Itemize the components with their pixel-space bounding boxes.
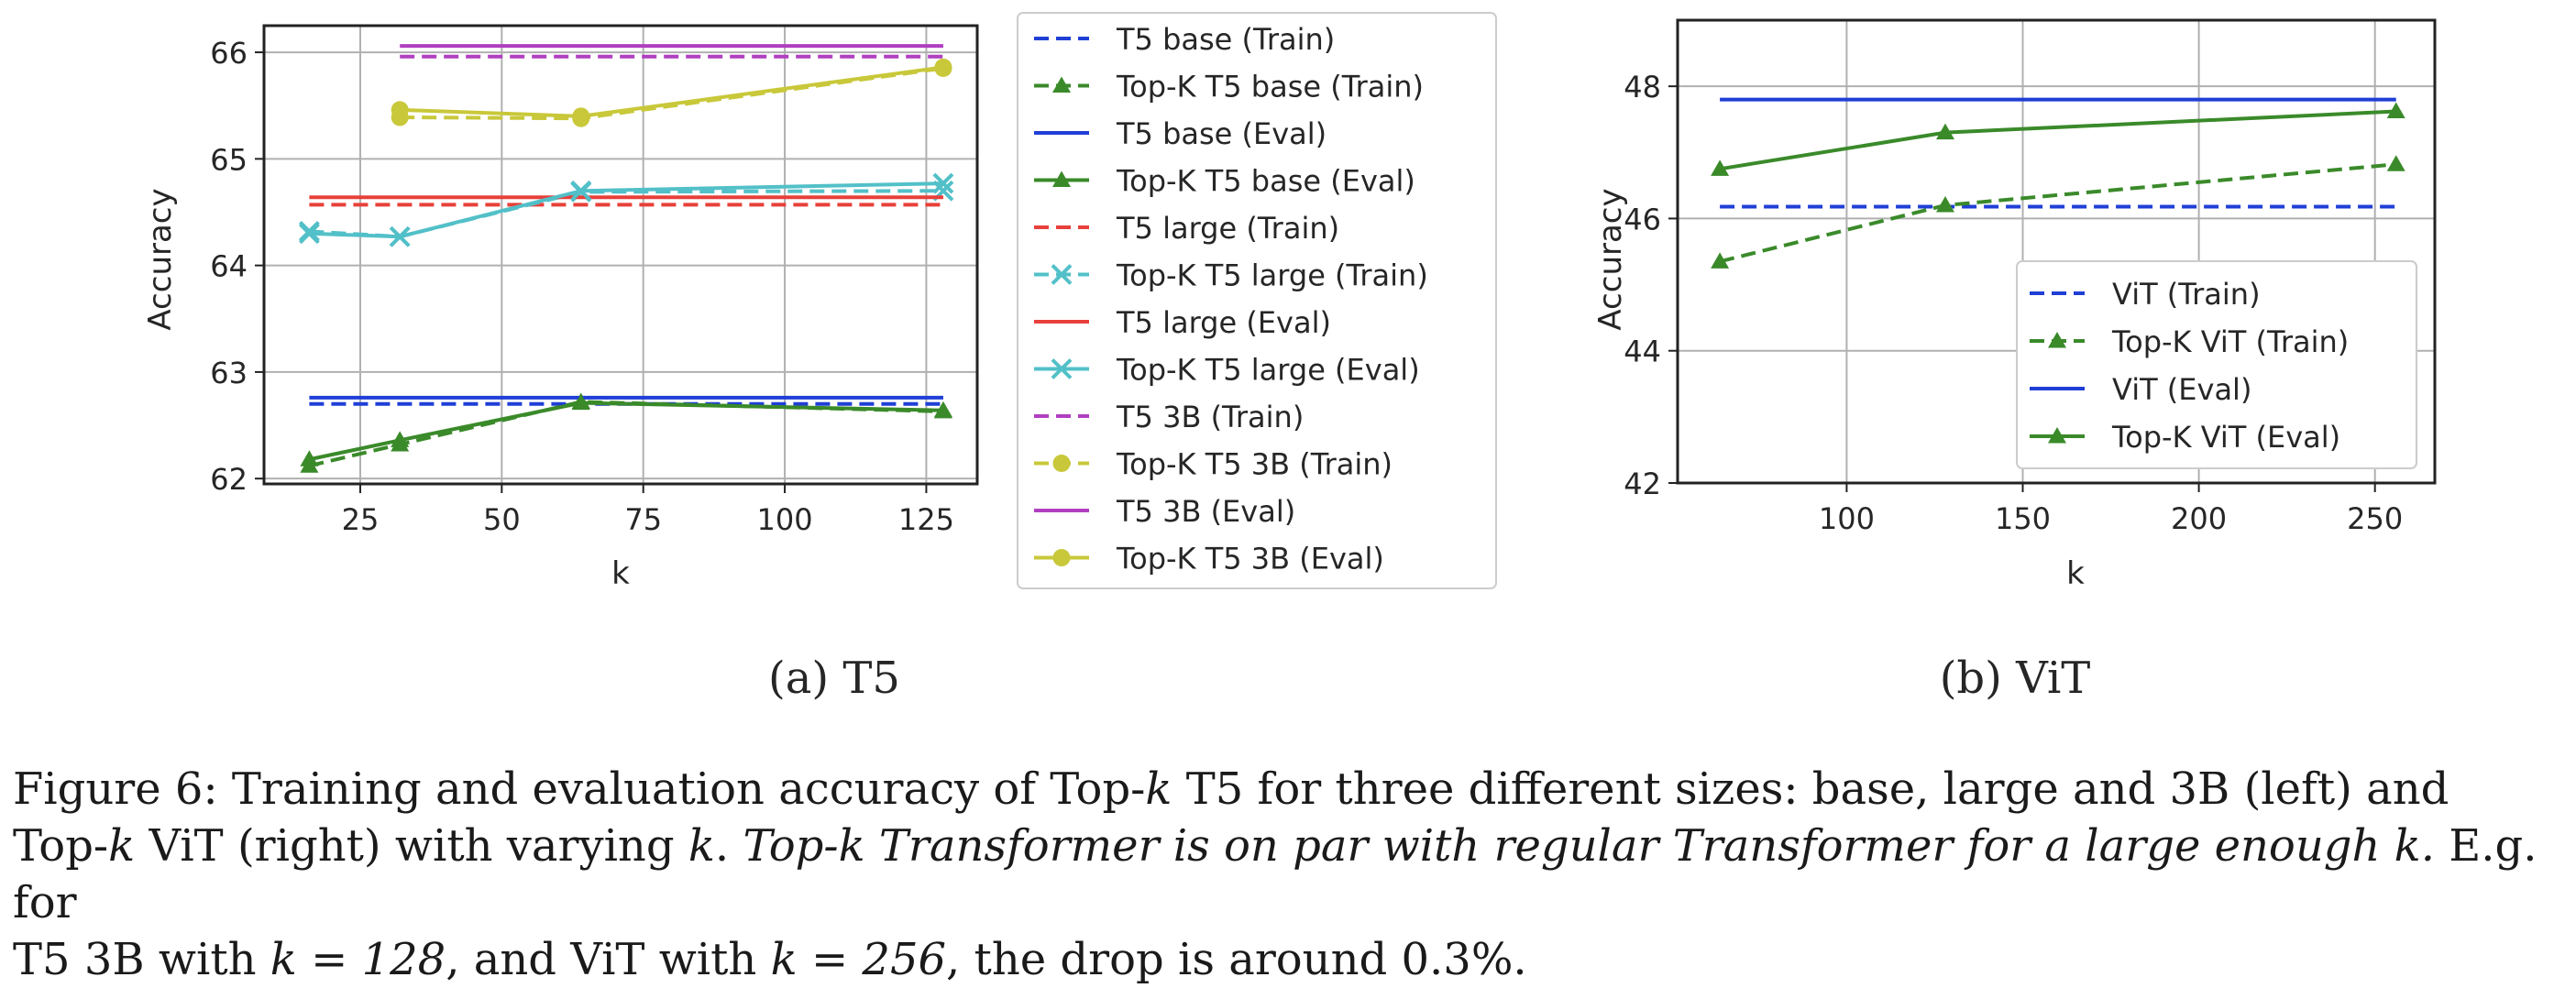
subtitle-vit: (b) ViT [1940, 653, 2091, 704]
x-axis-label-vit: k [2066, 555, 2085, 592]
data-point [1711, 159, 1730, 176]
data-point [934, 58, 952, 76]
data-point [2386, 155, 2405, 171]
caption-k2: k [108, 820, 136, 872]
legend-label: T5 base (Eval) [1116, 116, 1327, 151]
legend-label: Top-K T5 base (Eval) [1116, 164, 1415, 199]
legend-label: Top-K ViT (Train) [2111, 324, 2349, 359]
data-point [1935, 196, 1954, 213]
caption-line3a: T5 3B with [13, 934, 270, 985]
figure: 25 50 75 100 125 62 63 64 65 66 k Accuracy T5 bas… [142, 12, 2437, 704]
plot-frame-vit [1676, 18, 2437, 485]
series-line [308, 401, 943, 462]
legend-marker [1052, 76, 1071, 93]
y-tick-label: 65 [210, 142, 248, 177]
x-tick-label: 150 [1995, 501, 2051, 536]
plot-area-t5 [264, 26, 977, 484]
data-point [2386, 102, 2405, 119]
caption-k1: k [1145, 763, 1172, 815]
legend-marker [1051, 264, 1073, 285]
y-tick-label: 63 [210, 356, 248, 390]
legend-marker [2048, 427, 2066, 444]
caption-line3c: , the drop is around 0.3%. [946, 934, 1527, 985]
y-tick-label: 44 [1624, 335, 1661, 369]
x-tick-label: 25 [342, 502, 380, 537]
caption-line2d: E.g. for [13, 820, 2537, 928]
legend-marker [1052, 549, 1071, 566]
legend-label: ViT (Eval) [2112, 372, 2251, 407]
caption-eq2: k = 256 [770, 934, 947, 985]
series-top-k-t5-large-eval- [298, 172, 954, 247]
data-point [932, 172, 954, 194]
legend-label: T5 large (Eval) [1116, 305, 1331, 340]
legend-label: Top-K ViT (Eval) [2111, 420, 2340, 455]
caption-line2c: . [714, 820, 743, 872]
x-tick-label: 100 [1819, 501, 1875, 536]
plot-frame-t5 [262, 24, 979, 486]
figure-caption: Figure 6: Training and evaluation accura… [13, 761, 2570, 988]
legend-marker [1052, 455, 1071, 472]
x-tick-label: 50 [483, 502, 521, 537]
y-axis-label-vit: Accuracy [1592, 188, 1629, 330]
x-tick-label: 75 [624, 502, 662, 537]
data-point [389, 225, 411, 247]
caption-eq1: k = 128 [270, 934, 446, 985]
caption-line1b: T5 for three different sizes: base, larg… [1172, 763, 2449, 815]
legend-marker [2048, 332, 2066, 348]
y-tick-label: 46 [1624, 202, 1661, 236]
caption-line2b: ViT (right) with varying [135, 820, 688, 872]
data-point [571, 393, 590, 411]
y-axis-label-t5: Accuracy [142, 188, 179, 330]
x-tick-label: 250 [2347, 501, 2403, 536]
legend-label: Top-K T5 large (Train) [1116, 258, 1428, 293]
legend-label: ViT (Train) [2112, 277, 2261, 312]
data-point [1935, 123, 1954, 140]
chart-vit: 100 150 200 250 42 44 46 48 k Accuracy ViT (Tra… [1592, 18, 2437, 704]
legend-marker [1052, 170, 1071, 187]
series-top-k-vit-eval- [1711, 102, 2405, 176]
subtitle-t5: (a) T5 [768, 653, 900, 704]
legend-label: T5 3B (Eval) [1116, 494, 1295, 529]
legend-label: Top-K T5 base (Train) [1116, 70, 1424, 104]
x-tick-label: 125 [898, 502, 954, 537]
data-point [570, 180, 592, 202]
data-point [391, 431, 410, 447]
caption-line3b: , and ViT with [446, 934, 771, 985]
legend-label: Top-K T5 3B (Eval) [1116, 542, 1384, 576]
y-tick-label: 48 [1624, 70, 1661, 104]
legend-label: T5 base (Train) [1116, 22, 1335, 57]
caption-line1: Figure 6: Training and evaluation accura… [13, 763, 1146, 815]
legend-label: T5 large (Train) [1116, 211, 1339, 246]
legend-marker [1051, 358, 1073, 379]
x-tick-label: 200 [2171, 501, 2227, 536]
y-tick-label: 42 [1624, 467, 1661, 501]
x-tick-label: 100 [757, 502, 813, 537]
data-point [1711, 252, 1730, 269]
caption-k3: k [688, 820, 715, 872]
data-point [391, 101, 409, 119]
legend-box-vit [2016, 260, 2417, 469]
series-line [309, 181, 943, 239]
chart-t5: 25 50 75 100 125 62 63 64 65 66 k Accuracy T5 bas… [142, 12, 1497, 704]
legend-label: T5 3B (Train) [1116, 400, 1304, 434]
data-point [298, 223, 320, 245]
y-tick-label: 66 [210, 36, 248, 71]
y-tick-label: 64 [210, 249, 248, 284]
series-top-k-t5-3b-eval- [391, 58, 952, 126]
data-point [933, 401, 952, 418]
legend-label: Top-K T5 large (Eval) [1116, 353, 1420, 388]
y-tick-label: 62 [210, 462, 248, 497]
caption-line2a: Top- [13, 820, 109, 872]
series-top-k-t5-base-eval- [300, 393, 952, 467]
data-point [572, 107, 590, 126]
series-top-k-vit-train- [1711, 155, 2405, 269]
x-axis-label-t5: k [611, 555, 630, 592]
legend-label: Top-K T5 3B (Train) [1116, 447, 1393, 482]
caption-italic: Top-k Transformer is on par with regular… [743, 820, 2435, 872]
legend-box-t5 [1017, 12, 1497, 589]
data-point [300, 450, 319, 467]
